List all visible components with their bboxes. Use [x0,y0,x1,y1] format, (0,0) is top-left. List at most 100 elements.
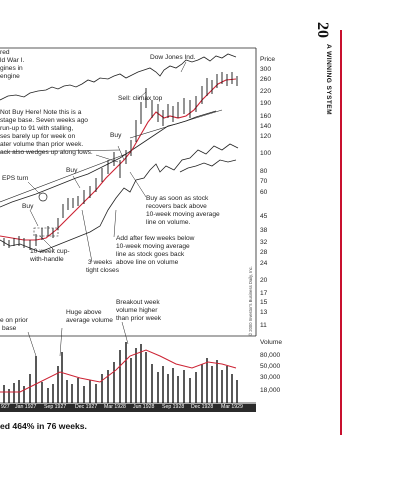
arrow-huge-volume [59,327,63,357]
ten-week-moving-average [0,78,237,241]
dow-jones-line [0,53,237,101]
recovers-line-1: Buy as soon as stock [146,195,209,202]
date-bar [0,404,256,412]
annotation-top-left-1: red [0,49,10,56]
tight-closes-line-2: tight closes [86,267,119,274]
price-tick: 60 [260,189,268,196]
not-buy-line-3: run-up to 91 with stalling, [0,125,74,132]
date-label: Dec 1928 [191,404,214,410]
not-buy-line-5: ater volume than prior week. [0,141,84,148]
breakout-line-3: than prior week [116,315,162,322]
lower-price-envelope [0,143,239,253]
tight-closes-line-1: 3 weeks [88,259,113,266]
eps-turn-label: EPS turn [2,175,29,182]
trend-line-lower [0,153,127,203]
volume-moving-average [0,349,237,393]
price-tick: 17 [260,290,268,297]
annotation-top-left-3: gines in [0,65,23,72]
date-label: Sep 1927 [44,404,67,410]
arrow-eps [27,181,41,195]
arrow-buy-middle [72,175,81,189]
prior-base-line-2: base [2,325,17,332]
buy-middle-label: Buy [66,167,78,174]
chapter-accent-rule [340,30,343,435]
volume-tick: 80,000 [260,352,281,359]
date-label: Jun 1928 [133,404,155,410]
cup-handle-line-2: with-handle [30,256,64,263]
date-label: Jan 1927 [15,404,37,410]
recovers-line-4: line on volume. [146,219,191,226]
breakout-line-2: volume higher [116,307,158,314]
arrow-prior-base [27,331,37,357]
handle-box [33,227,59,237]
not-buy-line-6: ack also wedges up along lows. [0,149,93,156]
breakout-line-1: Breakout week [116,299,160,306]
price-tick: 260 [260,76,272,83]
buy-upper-label: Buy [110,132,122,139]
price-tick: 70 [260,178,268,185]
arrow-recovers [129,171,147,198]
cup-handle-line-1: 10-week cup- [30,248,70,255]
annotation-top-left-4: engine [0,73,20,80]
volume-bars [3,342,238,403]
arrow-add-after [113,209,117,238]
date-label: 927 [1,404,10,410]
arrow-buy-lower [29,209,39,227]
copyright-notice: © 2000 Investor's Business Daily, Inc. [248,266,253,336]
volume-tick: 18,000 [260,387,281,394]
price-tick: 160 [260,113,272,120]
arrow-tight-closes [81,209,93,263]
add-after-line-2: 10-week moving average [116,243,190,250]
price-tick: 220 [260,88,272,95]
add-after-line-3: line as stock goes back [116,251,185,258]
annotation-arrows [27,61,187,357]
volume-tick: 50,000 [260,363,281,370]
date-label: Mar 1928 [104,404,126,410]
add-after-line-4: above line on volume [116,259,179,266]
price-tick: 24 [260,260,268,267]
page-number: 20 [314,22,331,38]
prior-base-line-1: e on prior [0,317,28,324]
date-label: Dec 1927 [75,404,98,410]
chapter-title: A WINNING SYSTEM [325,44,332,115]
price-tick: 190 [260,100,272,107]
huge-volume-line-1: Huge above [66,309,102,316]
date-label: Mar 1929 [221,404,243,410]
arrow-cup [39,235,55,251]
buy-lower-label: Buy [22,203,34,210]
price-tick: 32 [260,239,268,246]
volume-axis-title: Volume [260,339,282,346]
figure-caption: ed 464% in 76 weeks. [0,421,87,431]
price-tick: 45 [260,213,268,220]
price-tick: 100 [260,150,272,157]
price-tick: 15 [260,299,268,306]
trend-line-upper [0,149,121,153]
price-tick: 13 [260,309,268,316]
price-tick: 300 [260,66,272,73]
date-label: Sep 1928 [162,404,185,410]
price-tick: 38 [260,227,268,234]
arrow-dow [180,61,187,73]
annotation-top-left-2: ld War I. [0,57,25,64]
arrow-not-buy [95,154,119,163]
volume-tick: 30,000 [260,374,281,381]
relative-strength-line-right [179,159,237,173]
arrow-sell-climax [137,91,147,100]
price-tick: 11 [260,322,267,329]
price-tick: 80 [260,168,268,175]
not-buy-line-4: ses barely up for week on [0,133,76,140]
price-axis-title: Price [260,56,276,63]
price-bars [3,72,238,250]
not-buy-line-1: Not Buy Here! Note this is a [0,109,82,116]
add-after-line-1: Add after few weeks below [116,235,195,242]
price-tick: 28 [260,249,268,256]
huge-volume-line-2: average volume [66,317,113,324]
dow-jones-label: Dow Jones Ind. [150,54,196,61]
price-tick: 140 [260,123,272,130]
recovers-line-3: 10-week moving average [146,211,220,218]
arrow-breakout [121,321,129,345]
sell-climax-label: Sell: climax top [118,95,163,102]
price-tick: 20 [260,277,268,284]
